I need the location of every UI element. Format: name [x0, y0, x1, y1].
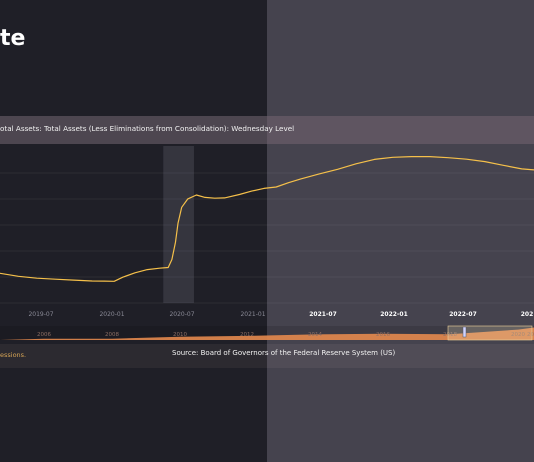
- x-tick-label: 2021-07: [309, 311, 337, 318]
- source-note: Source: Board of Governors of the Federa…: [172, 349, 396, 357]
- left-panel: [0, 0, 267, 462]
- x-tick-label: 2019-07: [28, 311, 53, 318]
- x-tick-label: 2020-07: [169, 311, 194, 318]
- recession-band: [163, 146, 194, 303]
- navigator-tick-label: 2010: [173, 332, 187, 338]
- x-tick-label: 2022-07: [449, 311, 477, 318]
- series-title: otal Assets: Total Assets (Less Eliminat…: [0, 124, 295, 133]
- navigator-tick-label: 2016: [376, 332, 390, 338]
- navigator-tick-label: 2020: [511, 332, 525, 338]
- x-tick-label: 2022-01: [380, 311, 408, 318]
- navigator-handle: [462, 326, 467, 338]
- navigator-tick-label: 2006: [37, 332, 51, 338]
- navigator-tick-label: 2014: [308, 332, 322, 338]
- navigator-area: [0, 327, 534, 340]
- navigator-tick-label: 2022: [527, 332, 534, 338]
- navigator-tick-label: 2012: [240, 332, 254, 338]
- x-tick-label: 2020-01: [99, 311, 124, 318]
- x-tick-label: 202: [521, 311, 534, 318]
- footer-bar-right: [267, 344, 534, 368]
- x-tick-label: 2021-01: [240, 311, 265, 318]
- navigator-selection: [447, 325, 533, 341]
- page-title: te: [0, 26, 26, 51]
- navigator-tick-label: 2008: [105, 332, 119, 338]
- recession-note: essions.: [0, 351, 27, 359]
- right-panel: [267, 0, 534, 462]
- series-title-bar-right: [267, 116, 534, 144]
- series-line: [0, 156, 534, 282]
- navigator-tick-label: 2018: [443, 332, 457, 338]
